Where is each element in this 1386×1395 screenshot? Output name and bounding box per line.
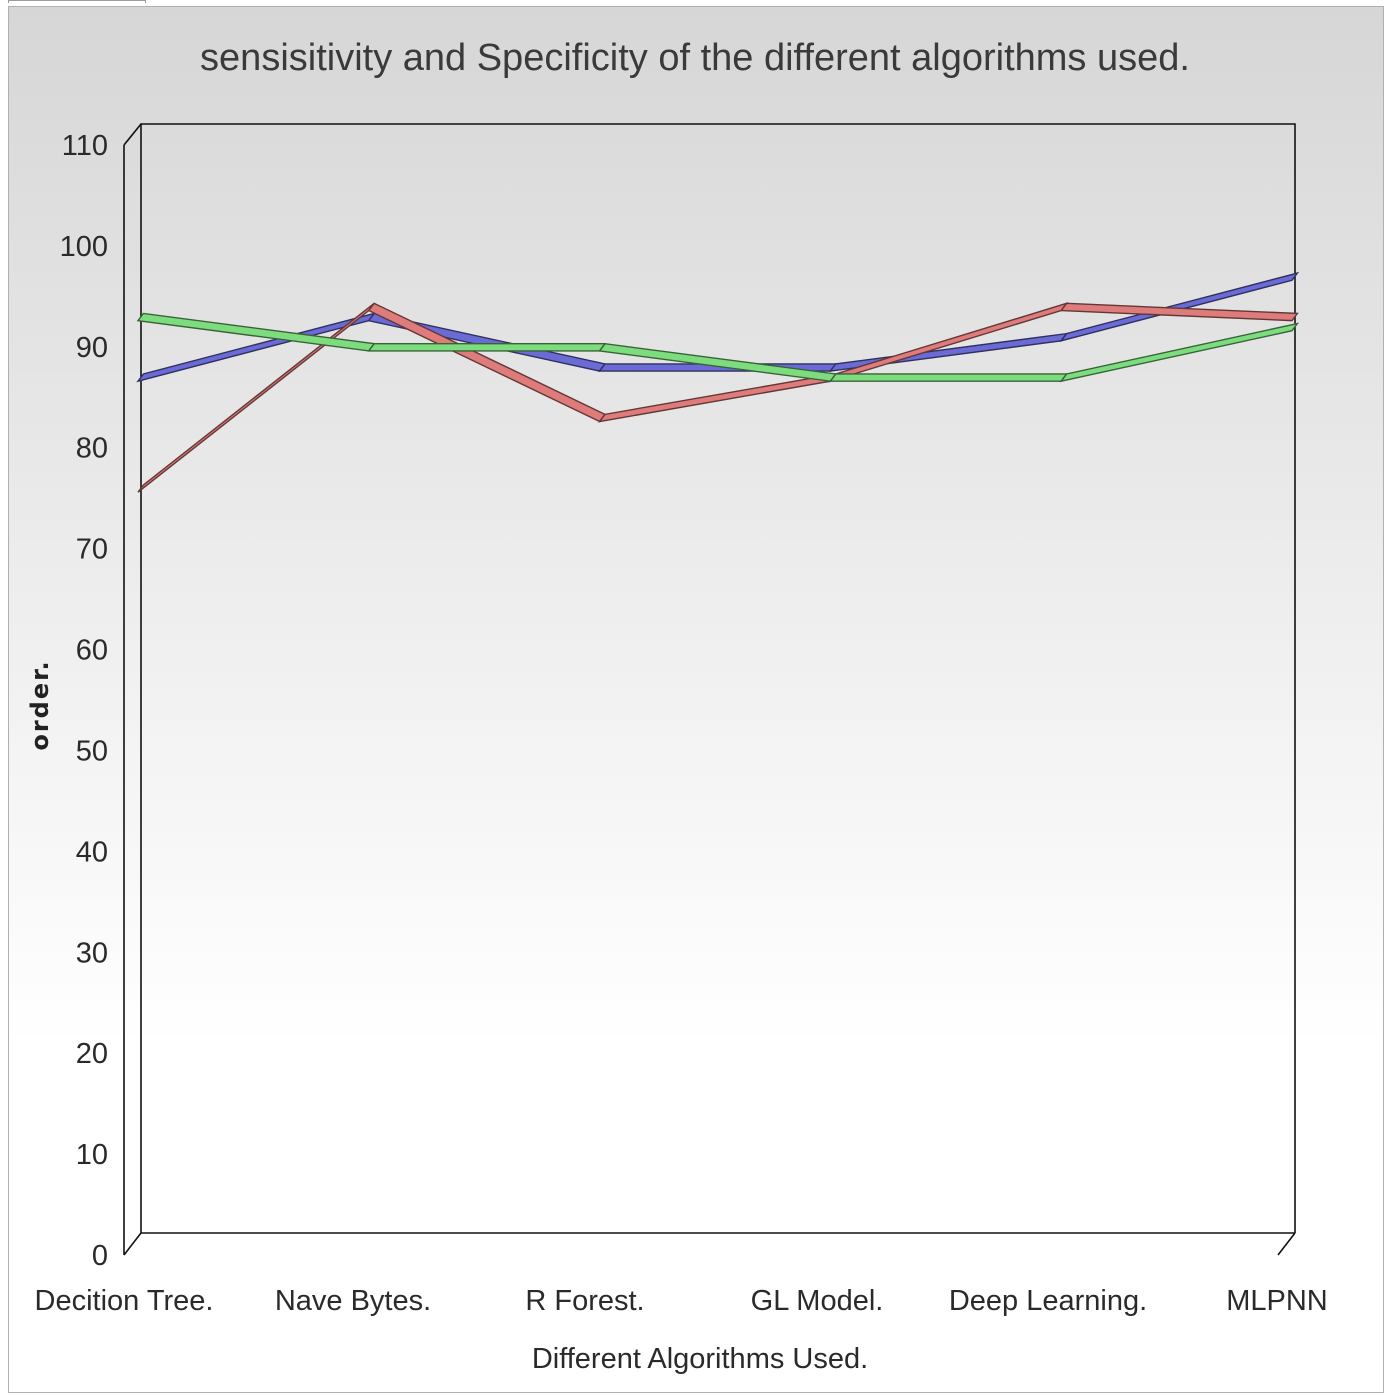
y-tick-label: 60: [76, 635, 108, 667]
y-tick-label: 40: [76, 836, 108, 868]
y-axis-label: order.: [26, 659, 54, 750]
y-tick-label: 90: [76, 332, 108, 364]
y-axis-ticks: 0 10 20 30 40 50 60 70 80 90 100 110: [60, 130, 108, 1272]
x-category-label: Nave Bytes.: [275, 1285, 431, 1317]
y-tick-label: 80: [76, 433, 108, 465]
series-lines: [136, 271, 1300, 493]
series-line: [137, 302, 1299, 493]
floor-left-depth: [123, 1232, 142, 1256]
series-segment: [597, 372, 838, 423]
y-tick-label: 50: [76, 735, 108, 767]
chart-title: sensisitivity and Specificity of the dif…: [200, 37, 1190, 79]
y-tick-label: 20: [76, 1038, 108, 1070]
back-wall-edges: [140, 123, 1296, 1233]
series-segment: [367, 343, 607, 352]
y-tick-label: 30: [76, 937, 108, 969]
y-axis-top-depth: [123, 123, 142, 146]
y-tick-label: 10: [76, 1139, 108, 1171]
x-category-label: Decition Tree.: [35, 1285, 214, 1317]
x-category-label: MLPNN: [1226, 1285, 1328, 1317]
x-category-label: Deep Learning.: [949, 1285, 1147, 1317]
y-tick-label: 100: [60, 231, 108, 263]
y-tick-label: 110: [62, 130, 108, 162]
chart-axes: [123, 123, 1296, 1256]
x-axis-categories: Decition Tree. Nave Bytes. R Forest. GL Mod…: [35, 1285, 1328, 1317]
series-segment: [1059, 271, 1300, 343]
series-segment: [829, 373, 1068, 382]
y-tick-label: 0: [92, 1240, 108, 1272]
chart-frame: [8, 6, 1384, 1393]
x-category-label: GL Model.: [751, 1285, 884, 1317]
series-segment: [598, 342, 838, 382]
series-segment: [1059, 302, 1299, 322]
x-axis-label: Different Algorithms Used.: [532, 1343, 868, 1375]
floor-right-depth: [1277, 1232, 1296, 1256]
series-line: [136, 312, 1300, 383]
corner-tab: [8, 0, 146, 3]
series-segment: [1059, 322, 1300, 383]
x-category-label: R Forest.: [525, 1285, 644, 1317]
y-tick-label: 70: [76, 534, 108, 566]
